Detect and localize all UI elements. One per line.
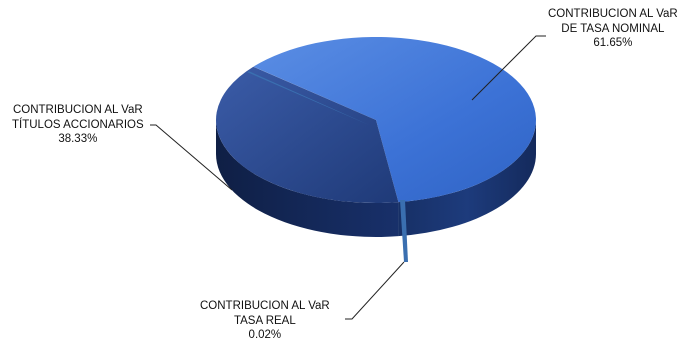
- slice-top-2: [247, 71, 370, 126]
- slice-tasa-real-sliver: [400, 200, 408, 262]
- slice-side-0: [398, 120, 536, 237]
- label-tasa-nominal-value: 61.65%: [593, 37, 633, 49]
- label-tasa-real-value: 0.02%: [248, 329, 282, 341]
- label-tasa-nominal: CONTRIBUCION AL VaR DE TASA NOMINAL 61.6…: [548, 7, 678, 51]
- leader-tasa-nominal: [471, 35, 546, 101]
- label-titulos-accionarios: CONTRIBUCION AL VaR TÍTULOS ACCIONARIOS …: [12, 103, 144, 147]
- label-titulos-accionarios-value: 38.33%: [58, 133, 98, 145]
- slice-side-1: [216, 120, 399, 237]
- slice-top-0: [253, 37, 537, 203]
- leader-tasa-real: [345, 261, 405, 320]
- label-tasa-real-line2: TASA REAL: [233, 314, 296, 327]
- slice-top-1: [215, 66, 399, 203]
- label-titulos-accionarios-line2: TÍTULOS ACCIONARIOS: [12, 118, 144, 131]
- label-tasa-nominal-line2: DE TASA NOMINAL: [561, 22, 665, 35]
- label-titulos-accionarios-line1: CONTRIBUCION AL VaR: [12, 104, 143, 116]
- label-tasa-real: CONTRIBUCION AL VaR TASA REAL 0.02%: [200, 299, 330, 343]
- label-tasa-nominal-line1: CONTRIBUCION AL VaR: [548, 8, 678, 20]
- label-tasa-real-line1: CONTRIBUCION AL VaR: [200, 300, 330, 312]
- leader-titulos-accionarios: [150, 124, 233, 191]
